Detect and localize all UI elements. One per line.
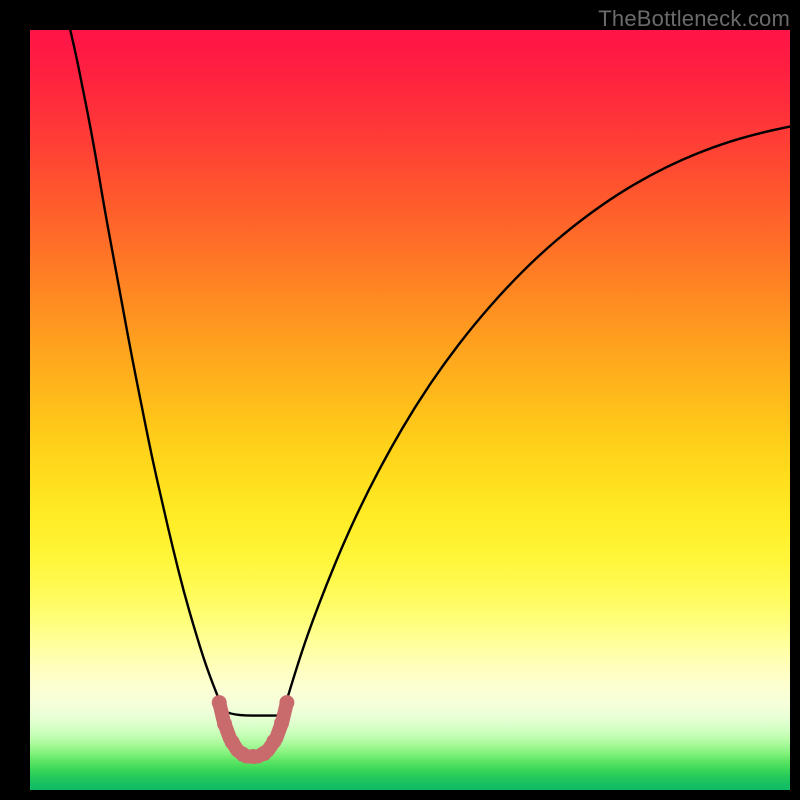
- gradient-background: [30, 30, 790, 790]
- trough-marker-dot: [225, 735, 240, 750]
- watermark-text: TheBottleneck.com: [598, 6, 790, 32]
- trough-marker-dot: [279, 695, 294, 710]
- trough-marker-dot: [266, 734, 281, 749]
- trough-marker-dot: [274, 716, 289, 731]
- bottleneck-chart: [30, 30, 790, 790]
- trough-marker-dot: [217, 716, 232, 731]
- trough-marker-dot: [257, 746, 272, 761]
- trough-marker-dot: [212, 695, 227, 710]
